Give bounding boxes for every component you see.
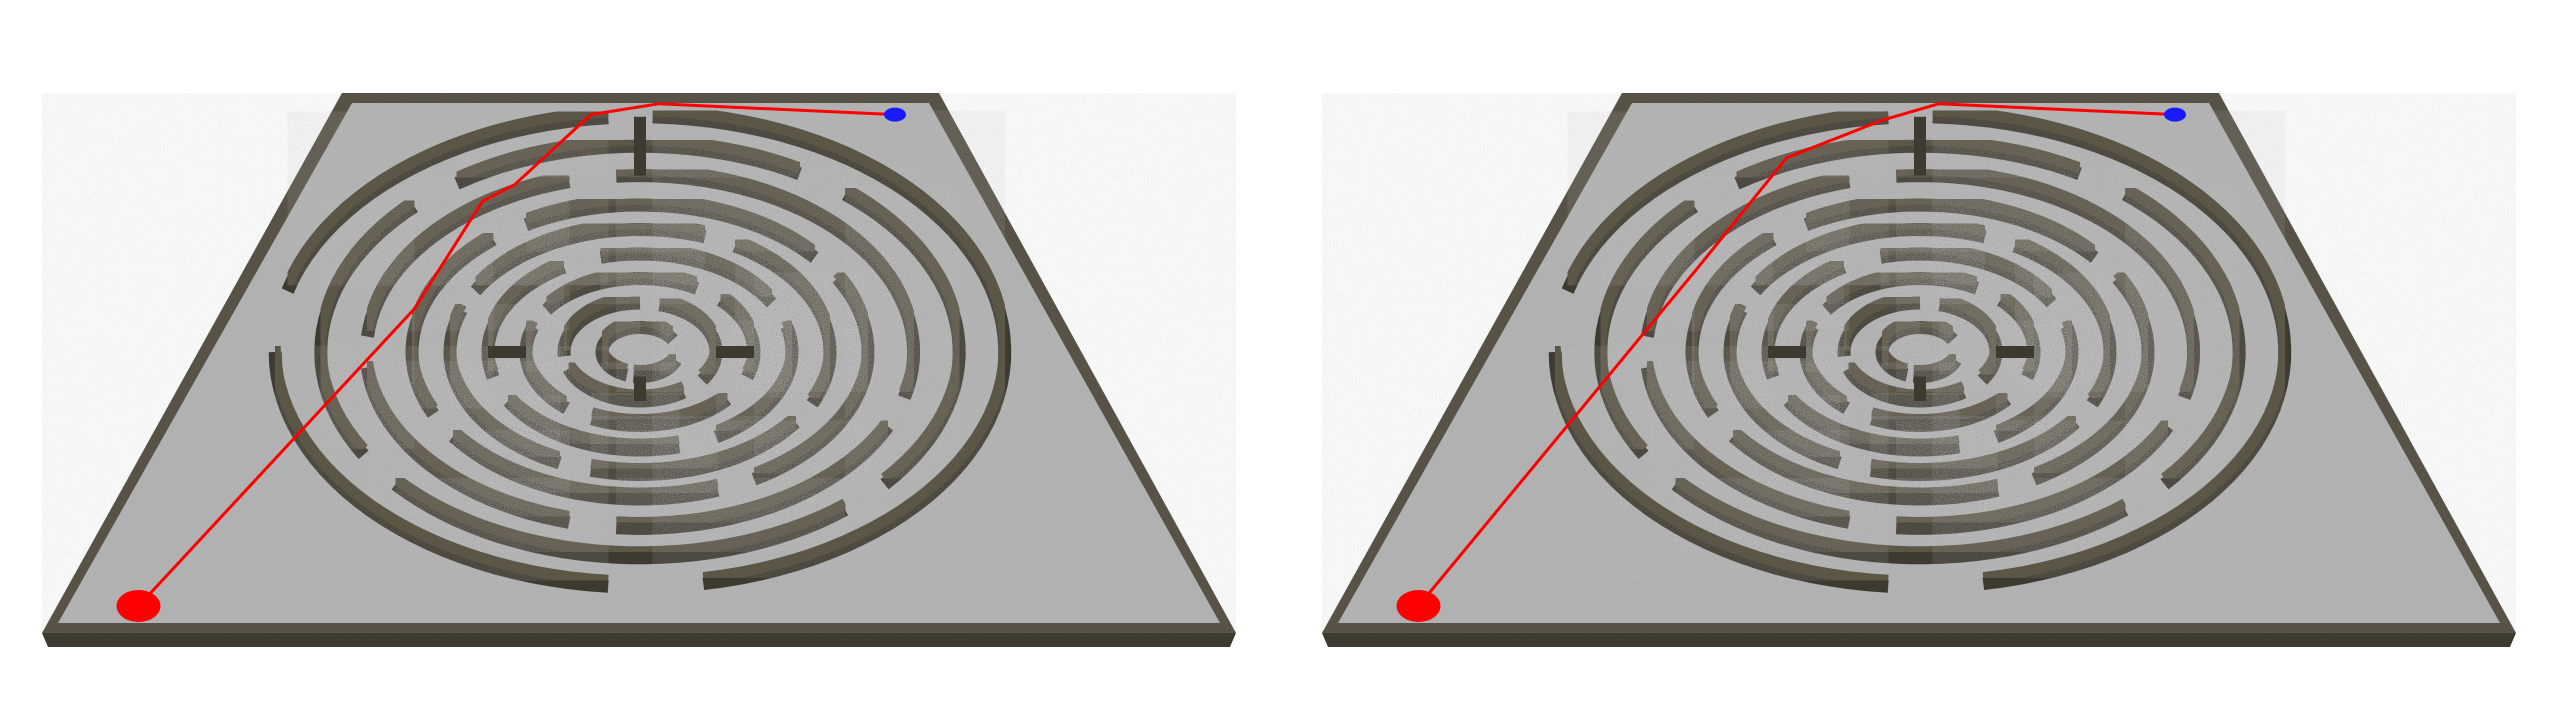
wall-ring-3 [1879,242,2056,301]
wall-ring-6 [1641,170,1851,332]
wall-ring-6 [615,417,893,528]
wall-ring-4 [444,301,562,463]
wall-ring-2 [520,318,570,408]
wall-ring-2 [543,266,699,308]
wall-ring-7 [454,134,802,183]
wall-ring-2 [1870,388,2011,425]
board-edge [42,633,1236,647]
wall-side [391,479,849,565]
wall-side [454,139,802,190]
wall-ring-8 [1549,345,1889,586]
wall-ring-3 [504,391,681,450]
wall-side [1734,139,2082,190]
goal-disc-icon [2164,107,2187,122]
wall-ring-8 [1562,106,1889,288]
solution-path [137,102,896,608]
wall-ring-7 [315,195,418,453]
wall-ring-1 [563,359,686,401]
wall-ring-7 [392,473,848,558]
wall-ring-0 [596,316,677,375]
wall-ring-5 [406,228,497,412]
wall-ring-7 [842,183,965,483]
solution-path [1417,102,2176,607]
wall-ring-4 [1724,301,1842,463]
wall-ring-4 [471,217,707,289]
wall-ring-3 [599,242,776,301]
wall-ring-6 [361,360,571,522]
wall-ring-5 [1686,228,1777,412]
wall-ring-2 [1800,318,1850,408]
maze-walls [268,105,1012,593]
wall-ring-2 [1823,266,1979,308]
wall-ring-5 [1729,426,2000,499]
wall-ring-8 [1932,105,2291,584]
wall-ring-6 [1895,164,2200,394]
wall-ring-4 [589,412,800,475]
wall-ring-7 [2122,183,2245,483]
wall-ring-5 [1804,193,2098,256]
goal-disc-icon [884,107,907,122]
wall-ring-6 [615,164,920,394]
wall-ring-1 [1838,291,1921,351]
wall-ring-2 [590,388,731,425]
wall-ring-5 [524,193,818,256]
board-edge [1322,633,2516,647]
start-disc-icon [1396,590,1441,622]
wall-ring-7 [1672,473,2128,558]
wall-ring-7 [1595,195,1698,453]
wall-ring-1 [1938,293,2002,378]
wall-ring-4 [1751,217,1987,289]
wall-ring-3 [1784,391,1961,450]
wall-ring-0 [1876,316,1957,375]
wall-ring-0 [632,351,681,376]
wall-ring-1 [658,293,722,378]
wall-ring-8 [269,345,609,586]
wall-ring-4 [2012,234,2116,401]
wall-ring-5 [449,426,720,499]
wall-ring-1 [558,291,641,351]
start-disc-icon [116,590,161,622]
wall-ring-0 [1912,351,1961,376]
wall-ring-3 [1993,318,2078,437]
wall-ring-5 [751,269,874,479]
wall-ring-3 [713,318,798,437]
wall-ring-5 [2031,269,2154,479]
wall-ring-6 [1895,417,2173,528]
wall-ring-6 [361,170,571,332]
wall-ring-1 [1843,359,1966,401]
wall-side [1671,479,2129,565]
maze-walls [1548,105,2292,593]
wall-ring-4 [732,234,836,401]
maze-panel-right [1322,93,2516,647]
wall-ring-4 [1869,412,2080,475]
wall-ring-6 [1641,360,1851,522]
wall-ring-8 [282,106,609,288]
maze-panel-left [42,93,1236,647]
wall-ring-8 [652,105,1011,584]
